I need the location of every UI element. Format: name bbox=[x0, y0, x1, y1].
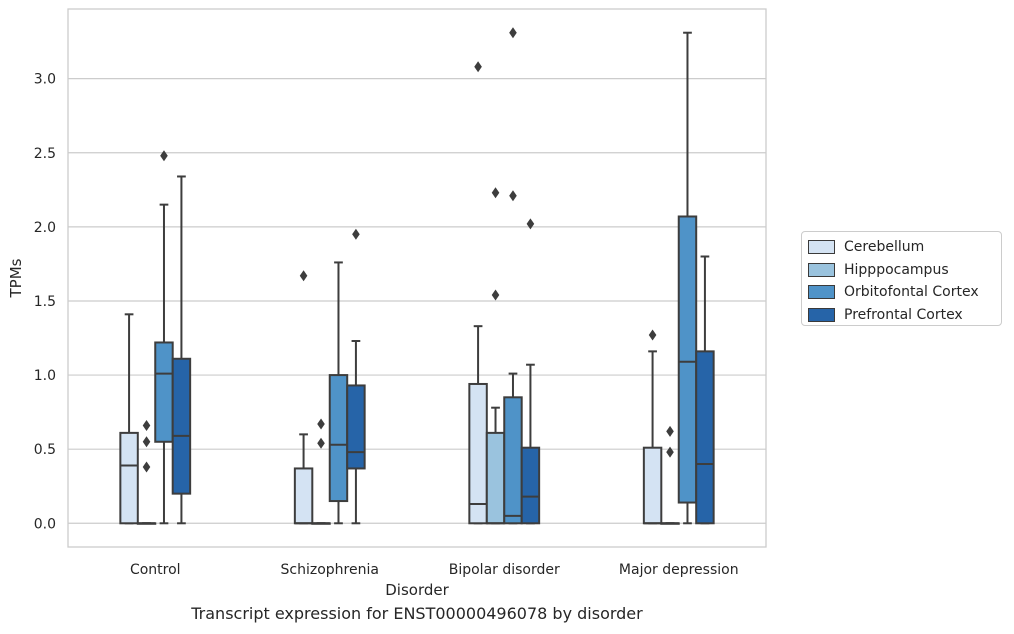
legend-item: Prefrontal Cortex bbox=[808, 304, 1001, 327]
outlier-point bbox=[142, 461, 151, 473]
box-cerebellum-1 bbox=[119, 313, 139, 525]
y-tick-label: 2.5 bbox=[34, 146, 56, 162]
x-tick-label: Bipolar disorder bbox=[449, 562, 560, 578]
outlier-point bbox=[352, 228, 360, 240]
box-prefrontal-cortex-2 bbox=[346, 228, 366, 525]
box-prefrontal-cortex-3 bbox=[520, 218, 541, 525]
box-orbitofontal-cortex-4 bbox=[677, 31, 698, 525]
box-body bbox=[346, 384, 366, 470]
outlier-point bbox=[160, 150, 168, 162]
box-body bbox=[119, 431, 139, 525]
x-tick-label: Major depression bbox=[619, 562, 739, 578]
y-tick-label: 1.5 bbox=[34, 294, 56, 310]
box-body bbox=[695, 350, 715, 525]
box-orbitofontal-cortex-2 bbox=[328, 261, 349, 525]
x-tick-label: Schizophrenia bbox=[281, 562, 379, 578]
box-hipppocampus-3 bbox=[485, 187, 506, 525]
outlier-point bbox=[299, 270, 308, 282]
outlier-point bbox=[491, 289, 500, 301]
box-series bbox=[119, 27, 715, 525]
box-body bbox=[171, 357, 192, 495]
y-tick-label: 0.0 bbox=[34, 516, 56, 532]
chart-caption: Transcript expression for ENST0000049607… bbox=[191, 604, 643, 623]
box-cerebellum-2 bbox=[293, 270, 314, 525]
outlier-point bbox=[666, 446, 674, 458]
box-body bbox=[468, 382, 488, 525]
y-axis-title: TPMs bbox=[7, 258, 25, 298]
outlier-point bbox=[474, 61, 482, 73]
y-axis-ticks: 0.0 0.5 1.0 1.5 2.0 2.5 3.0 bbox=[34, 72, 56, 533]
box-hipppocampus-1 bbox=[136, 419, 157, 525]
outlier-point bbox=[317, 437, 325, 449]
box-prefrontal-cortex-1 bbox=[171, 175, 192, 525]
box-body bbox=[154, 341, 174, 443]
box-body bbox=[503, 396, 523, 525]
outlier-point bbox=[509, 27, 517, 39]
outlier-point bbox=[509, 190, 517, 202]
outlier-point bbox=[666, 425, 674, 437]
legend-label: Prefrontal Cortex bbox=[844, 307, 963, 324]
box-body bbox=[520, 446, 541, 525]
box-hipppocampus-4 bbox=[660, 425, 680, 525]
legend-swatch bbox=[808, 308, 835, 323]
plot-frame bbox=[67, 8, 767, 548]
y-tick-label: 2.0 bbox=[34, 220, 56, 236]
legend-item: Cerebellum bbox=[808, 236, 1001, 259]
box-prefrontal-cortex-4 bbox=[695, 255, 715, 525]
y-tick-label: 3.0 bbox=[34, 72, 56, 88]
legend-swatch bbox=[808, 240, 835, 255]
x-axis-title: Disorder bbox=[385, 581, 449, 599]
box-body bbox=[677, 215, 698, 504]
legend-label: Cerebellum bbox=[844, 239, 925, 256]
box-body bbox=[293, 467, 314, 525]
outlier-point bbox=[142, 436, 151, 448]
box-body bbox=[328, 374, 349, 503]
legend-label: Orbitofontal Cortex bbox=[844, 284, 979, 301]
outlier-point bbox=[142, 419, 151, 431]
box-body bbox=[485, 431, 506, 525]
legend-item: Orbitofontal Cortex bbox=[808, 281, 1001, 304]
legend-swatch bbox=[808, 285, 835, 300]
box-orbitofontal-cortex-3 bbox=[503, 27, 523, 525]
box-cerebellum-4 bbox=[642, 329, 663, 525]
x-axis-ticks: Control Schizophrenia Bipolar disorder Majo… bbox=[130, 562, 739, 578]
x-tick-label: Control bbox=[130, 562, 181, 578]
legend-item: Hipppocampus bbox=[808, 259, 1001, 282]
box-body bbox=[642, 446, 663, 525]
box-orbitofontal-cortex-1 bbox=[154, 150, 174, 525]
box-cerebellum-3 bbox=[468, 61, 488, 525]
y-tick-label: 1.0 bbox=[34, 368, 56, 384]
legend: Cerebellum Hipppocampus Orbitofontal Corte… bbox=[801, 231, 1002, 326]
outlier-point bbox=[526, 218, 535, 230]
outlier-point bbox=[491, 187, 500, 199]
legend-label: Hipppocampus bbox=[844, 261, 949, 278]
legend-swatch bbox=[808, 262, 835, 277]
box-hipppocampus-2 bbox=[311, 418, 331, 525]
y-tick-label: 0.5 bbox=[34, 442, 56, 458]
outlier-point bbox=[317, 418, 325, 430]
outlier-point bbox=[648, 329, 657, 341]
